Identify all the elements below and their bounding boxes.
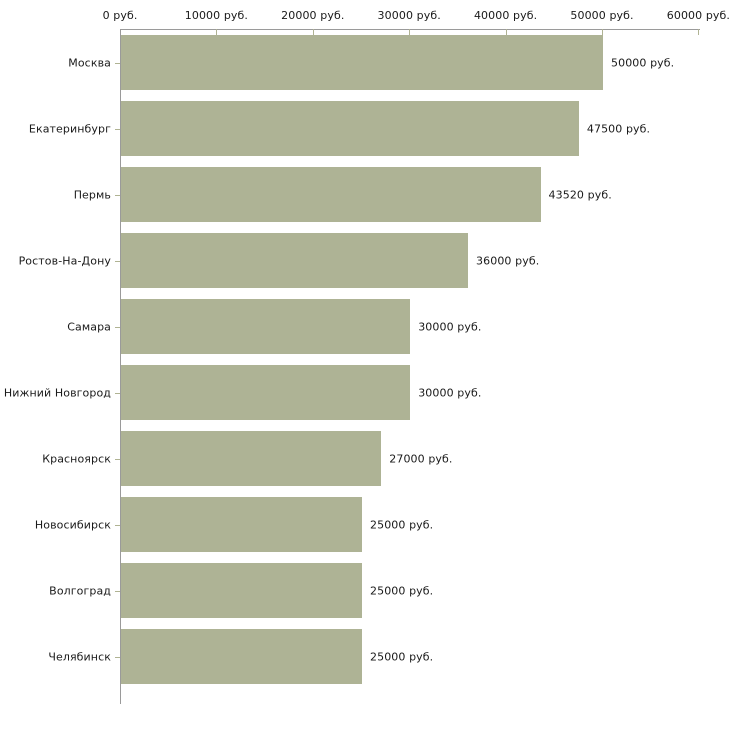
bar[interactable] (121, 629, 362, 684)
y-axis-tick (115, 260, 120, 262)
y-axis-tick (115, 326, 120, 328)
bar-value-label: 30000 руб. (418, 320, 482, 333)
x-axis-tick-label: 40000 руб. (473, 9, 538, 22)
x-axis-tick-label: 60000 руб. (666, 9, 730, 22)
y-axis-tick (115, 194, 120, 196)
x-axis-tick (409, 29, 411, 35)
bar-value-label: 50000 руб. (611, 56, 675, 69)
bar[interactable] (121, 35, 603, 90)
bar[interactable] (121, 233, 469, 288)
category-label: Нижний Новгород (3, 386, 111, 399)
x-axis-tick (312, 29, 314, 35)
x-axis-tick (602, 29, 603, 35)
bar[interactable] (121, 299, 411, 354)
category-label: Екатеринбург (28, 122, 111, 135)
category-label: Новосибирск (34, 518, 111, 531)
bar-value-label: 25000 руб. (370, 584, 434, 597)
bar-value-label: 30000 руб. (418, 386, 482, 399)
y-axis-tick (115, 656, 120, 658)
category-label: Волгоград (49, 584, 111, 597)
category-label: Москва (68, 56, 111, 69)
bar-value-label: 36000 руб. (476, 254, 540, 267)
bar[interactable] (121, 497, 362, 552)
y-axis-tick (115, 392, 120, 394)
bar-value-label: 25000 руб. (370, 518, 434, 531)
y-axis-tick (115, 458, 120, 460)
y-axis-tick (115, 62, 120, 64)
bar[interactable] (121, 563, 362, 618)
x-axis-tick (698, 29, 700, 35)
bar[interactable] (121, 167, 541, 222)
x-axis-tick-label: 50000 руб. (570, 9, 634, 22)
bar[interactable] (121, 101, 579, 156)
y-axis-tick (115, 524, 120, 526)
bar-value-label: 27000 руб. (389, 452, 453, 465)
category-label: Челябинск (48, 650, 111, 663)
x-axis-tick (505, 29, 507, 35)
bar[interactable] (121, 431, 382, 486)
bar-value-label: 25000 руб. (370, 650, 434, 663)
y-axis (120, 29, 121, 704)
category-label: Ростов-На-Дону (18, 254, 111, 267)
y-axis-tick (115, 590, 120, 592)
x-axis-tick-label: 0 руб. (102, 9, 138, 22)
x-axis-tick-label: 20000 руб. (281, 9, 345, 22)
bar[interactable] (121, 365, 411, 420)
x-axis-tick-label: 30000 руб. (377, 9, 441, 22)
bar-value-label: 47500 руб. (586, 122, 651, 135)
category-label: Самара (67, 320, 111, 333)
y-axis-tick (115, 128, 120, 130)
category-label: Красноярск (42, 452, 111, 465)
x-axis-tick-label: 10000 руб. (184, 9, 249, 22)
category-label: Пермь (73, 188, 111, 201)
x-axis-tick (216, 29, 218, 35)
bar-value-label: 43520 руб. (548, 188, 612, 201)
